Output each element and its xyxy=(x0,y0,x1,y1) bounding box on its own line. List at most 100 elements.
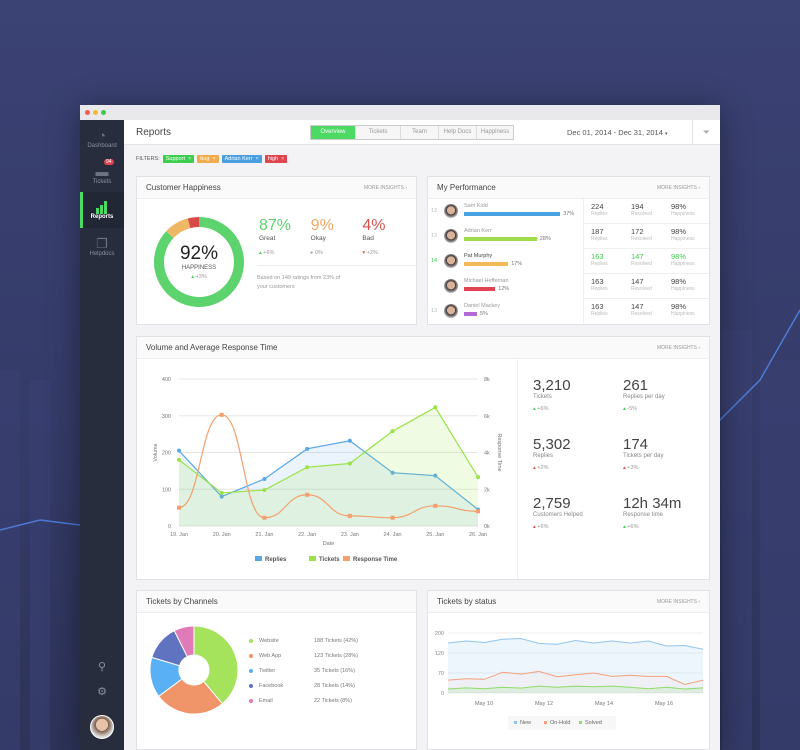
channel-name: Email xyxy=(259,697,273,704)
search-icon[interactable]: ⚲ xyxy=(97,661,107,673)
data-point[interactable] xyxy=(390,515,395,520)
stat-resolved: 147 Resolved xyxy=(631,302,652,317)
data-point[interactable] xyxy=(219,494,224,499)
more-insights-link[interactable]: MORE INSIGHTS › xyxy=(363,184,407,191)
legend-item[interactable]: Email 22 Tickets (8%) xyxy=(249,693,414,708)
legend-swatch xyxy=(309,556,316,561)
close-window-button[interactable] xyxy=(85,110,90,115)
legend-item[interactable]: Twitter 35 Tickets (16%) xyxy=(249,663,414,678)
data-point[interactable] xyxy=(476,509,480,514)
sidebar-item-helpdocs[interactable]: ❐ Helpdocs xyxy=(80,228,124,264)
data-point[interactable] xyxy=(433,473,438,478)
data-point[interactable] xyxy=(305,492,310,497)
performer-row[interactable]: 13 Adrian Kerr 28% 187 Replies 172 Resolved 98%… xyxy=(428,224,709,249)
performer-name: Sam Kidd xyxy=(464,203,488,209)
remove-filter-icon[interactable]: × xyxy=(212,156,216,162)
data-point[interactable] xyxy=(347,461,352,466)
filter-icon[interactable]: ⏷ xyxy=(692,120,720,145)
date-range-picker[interactable]: Dec 01, 2014 - Dec 31, 2014 ▾ xyxy=(567,128,668,137)
maximize-window-button[interactable] xyxy=(101,110,106,115)
legend-item[interactable]: Replies xyxy=(265,557,287,563)
legend-swatch xyxy=(343,556,350,561)
filter-chip-bug[interactable]: bug × xyxy=(197,155,219,163)
data-point[interactable] xyxy=(262,476,267,481)
stat-replies: 163 Replies xyxy=(591,277,608,292)
happiness-delta: +3% xyxy=(195,274,207,280)
happiness-donut xyxy=(154,217,244,307)
legend-item[interactable]: Tickets xyxy=(319,557,340,563)
more-insights-link[interactable]: MORE INSIGHTS › xyxy=(656,598,700,605)
legend-item[interactable]: Solved xyxy=(585,720,602,726)
y-tick-label: 0 xyxy=(168,524,171,530)
remove-filter-icon[interactable]: × xyxy=(188,156,192,162)
kpi-value: 2,759 xyxy=(533,495,571,512)
remove-filter-icon[interactable]: × xyxy=(255,156,259,162)
sidebar-item-tickets[interactable]: ▬ 94 Tickets xyxy=(80,156,124,192)
kpi-value: 5,302 xyxy=(533,436,571,453)
trend-icon: ▾ xyxy=(362,250,367,256)
filter-chip-adrian-kerr[interactable]: Adrian Kerr × xyxy=(221,155,262,163)
performer-row[interactable]: 13 Daniel Mackey 5% 163 Replies 147 Resolved 98… xyxy=(428,299,709,324)
legend-item[interactable]: Facebook 28 Tickets (14%) xyxy=(249,678,414,693)
y2-tick-label: 4k xyxy=(484,451,490,457)
channel-count: 123 Tickets (28%) xyxy=(314,652,359,659)
delta-value: +6% xyxy=(627,524,639,530)
legend-item[interactable]: Website 188 Tickets (42%) xyxy=(249,633,414,648)
gear-icon[interactable]: ⚙ xyxy=(97,686,107,698)
data-point[interactable] xyxy=(219,412,224,417)
pie-slice-website[interactable] xyxy=(193,625,239,705)
stat-label: Happiness xyxy=(671,286,695,292)
share-pct: 37% xyxy=(563,211,575,217)
rank: 13 xyxy=(431,308,438,314)
legend-item[interactable]: Response Time xyxy=(353,557,398,563)
data-point[interactable] xyxy=(262,515,267,520)
remove-filter-icon[interactable]: × xyxy=(281,156,285,162)
data-point[interactable] xyxy=(305,465,310,470)
stat-resolved: 147 Resolved xyxy=(631,277,652,292)
data-point[interactable] xyxy=(177,505,181,510)
data-point[interactable] xyxy=(433,405,438,410)
data-point[interactable] xyxy=(305,446,310,451)
data-point[interactable] xyxy=(262,487,267,492)
kpi-value: 12h 34m xyxy=(623,495,682,512)
filter-chip-high[interactable]: high × xyxy=(264,155,288,163)
tab-help-docs[interactable]: Help Docs xyxy=(438,126,476,139)
tab-overview[interactable]: Overview xyxy=(311,126,355,139)
minimize-window-button[interactable] xyxy=(93,110,98,115)
data-point[interactable] xyxy=(347,513,352,518)
tab-tickets[interactable]: Tickets xyxy=(355,126,400,139)
y2-tick-label: 6k xyxy=(484,414,490,420)
sidebar-item-dashboard[interactable]: ◔ Dashboard xyxy=(80,120,124,156)
data-point[interactable] xyxy=(219,490,224,495)
pie-slice-web-app[interactable] xyxy=(158,678,223,715)
avatar[interactable] xyxy=(90,715,114,739)
legend-item[interactable]: New xyxy=(520,720,531,726)
filter-chip-support[interactable]: Support × xyxy=(162,155,195,163)
data-point[interactable] xyxy=(390,470,395,475)
stat-value: 98% xyxy=(671,252,687,261)
performer-row[interactable]: Michael Heffernan 12% 163 Replies 147 Resolve… xyxy=(428,274,709,299)
data-point[interactable] xyxy=(390,429,395,434)
legend-item[interactable]: On-Hold xyxy=(550,720,570,726)
stat-value: 147 xyxy=(631,277,644,286)
data-point[interactable] xyxy=(433,503,438,508)
kpi-tickets: 3,210 Tickets ▴ +6% xyxy=(533,377,623,412)
legend-swatch xyxy=(544,721,547,724)
more-insights-link[interactable]: MORE INSIGHTS › xyxy=(656,344,700,351)
tab-happiness[interactable]: Happiness xyxy=(476,126,513,139)
data-point[interactable] xyxy=(177,457,181,462)
donut-segment-bad xyxy=(187,217,200,229)
performer-row[interactable]: 14 Pat Murphy 17% 163 Replies 147 Resolved 98% H… xyxy=(428,249,709,274)
trend-icon: ▴ xyxy=(623,406,628,412)
filter-chip-label: high xyxy=(267,156,279,162)
pie-slice-email[interactable] xyxy=(173,625,195,658)
performer-row[interactable]: 12 Sam Kidd 37% 224 Replies 194 Resolved 98% Hap… xyxy=(428,199,709,224)
data-point[interactable] xyxy=(177,448,181,453)
more-insights-link[interactable]: MORE INSIGHTS › xyxy=(656,184,700,191)
sidebar-item-reports[interactable]: Reports xyxy=(80,192,124,228)
legend-item[interactable]: Web App 123 Tickets (28%) xyxy=(249,648,414,663)
data-point[interactable] xyxy=(347,438,352,443)
kpi-label: Response time xyxy=(623,512,664,518)
data-point[interactable] xyxy=(476,475,480,480)
tab-team[interactable]: Team xyxy=(400,126,438,139)
